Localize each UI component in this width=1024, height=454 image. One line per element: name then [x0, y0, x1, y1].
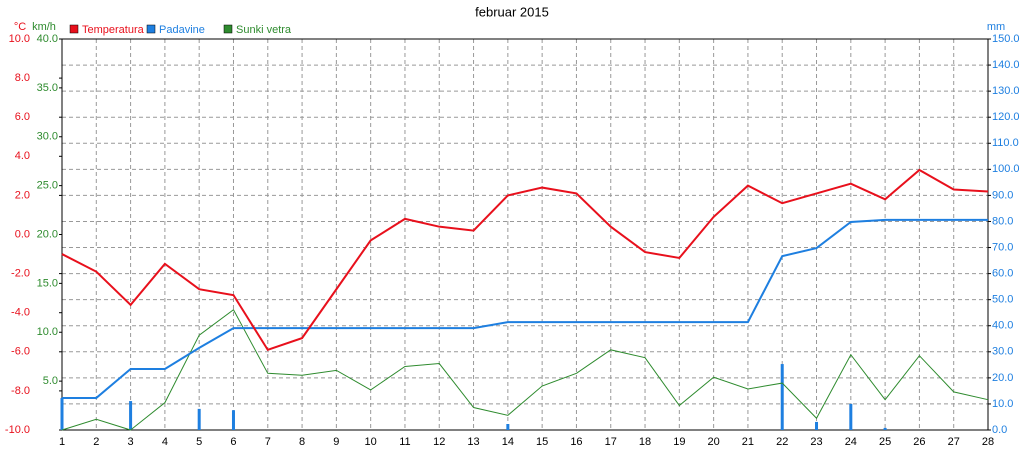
- y2-tick-label: 130.0: [992, 85, 1020, 97]
- legend-label: Sunki vetra: [236, 24, 292, 36]
- y2-tick-label: 90.0: [992, 189, 1013, 201]
- x-tick-label: 1: [59, 436, 65, 448]
- x-tick-label: 19: [673, 436, 685, 448]
- precip-bar: [129, 401, 133, 430]
- y-tick-label: 4.0: [15, 150, 30, 162]
- y3-tick-label: 5.0: [43, 375, 58, 387]
- x-tick-label: 2: [93, 436, 99, 448]
- y-tick-label: 10.0: [9, 33, 30, 45]
- y2-tick-label: 120.0: [992, 111, 1020, 123]
- y2-unit: mm: [987, 21, 1005, 33]
- y3-tick-label: 10.0: [37, 326, 58, 338]
- y2-tick-label: 100.0: [992, 163, 1020, 175]
- x-tick-label: 10: [365, 436, 377, 448]
- x-tick-label: 6: [230, 436, 236, 448]
- y3-tick-label: 15.0: [37, 277, 58, 289]
- x-tick-label: 5: [196, 436, 202, 448]
- precip-bar: [849, 403, 853, 430]
- y2-tick-label: 0.0: [992, 424, 1007, 436]
- y3-unit: km/h: [32, 21, 56, 33]
- y2-tick-label: 80.0: [992, 215, 1013, 227]
- y-tick-label: -10.0: [5, 424, 30, 436]
- x-tick-label: 24: [845, 436, 857, 448]
- legend-label: Padavine: [159, 24, 205, 36]
- x-tick-label: 4: [162, 436, 168, 448]
- y2-tick-label: 50.0: [992, 294, 1013, 306]
- precip-bar: [197, 408, 201, 430]
- y2-tick-label: 70.0: [992, 241, 1013, 253]
- legend-swatch: [146, 24, 156, 34]
- y-tick-label: -2.0: [11, 268, 30, 280]
- y-tick-label: -8.0: [11, 385, 30, 397]
- y2-tick-label: 20.0: [992, 372, 1013, 384]
- legend-swatch: [69, 24, 79, 34]
- y3-tick-label: 20.0: [37, 228, 58, 240]
- x-tick-label: 12: [433, 436, 445, 448]
- y-tick-label: 6.0: [15, 111, 30, 123]
- series-line: [61, 168, 989, 352]
- y2-tick-label: 40.0: [992, 320, 1013, 332]
- x-tick-label: 25: [879, 436, 891, 448]
- y2-tick-label: 140.0: [992, 59, 1020, 71]
- x-tick-label: 21: [742, 436, 754, 448]
- precip-bar: [815, 421, 819, 430]
- series-line: [61, 309, 989, 431]
- y-tick-label: 0.0: [15, 228, 30, 240]
- x-tick-label: 9: [333, 436, 339, 448]
- x-tick-label: 28: [982, 436, 994, 448]
- x-tick-label: 3: [128, 436, 134, 448]
- plot-frame: [61, 38, 989, 431]
- x-tick-label: 20: [708, 436, 720, 448]
- precip-bar: [231, 410, 235, 430]
- y-tick-label: -6.0: [11, 346, 30, 358]
- x-tick-label: 27: [948, 436, 960, 448]
- y3-tick-label: 30.0: [37, 131, 58, 143]
- legend-label: Temperatura: [82, 24, 145, 36]
- x-tick-label: 15: [536, 436, 548, 448]
- y2-tick-label: 150.0: [992, 33, 1020, 45]
- precip-bar: [60, 397, 64, 430]
- x-tick-label: 14: [502, 436, 514, 448]
- y2-tick-label: 60.0: [992, 268, 1013, 280]
- precip-bar: [883, 427, 887, 430]
- x-tick-label: 7: [265, 436, 271, 448]
- y2-tick-label: 110.0: [992, 137, 1019, 149]
- y2-tick-label: 30.0: [992, 346, 1013, 358]
- y-unit: °C: [14, 21, 26, 33]
- chart-title: februar 2015: [475, 4, 549, 19]
- y3-tick-label: 35.0: [37, 82, 58, 94]
- precip-bar: [780, 364, 784, 430]
- x-tick-label: 26: [913, 436, 925, 448]
- x-tick-label: 18: [639, 436, 651, 448]
- series-line: [62, 218, 988, 399]
- x-tick-label: 22: [776, 436, 788, 448]
- y2-tick-label: 10.0: [992, 398, 1013, 410]
- y3-tick-label: 40.0: [37, 33, 58, 45]
- x-tick-label: 8: [299, 436, 305, 448]
- x-tick-label: 13: [467, 436, 479, 448]
- y3-tick-label: 25.0: [37, 180, 58, 192]
- x-tick-label: 16: [570, 436, 582, 448]
- y-tick-label: -4.0: [11, 307, 30, 319]
- x-tick-label: 23: [810, 436, 822, 448]
- precip-bar: [506, 424, 510, 430]
- y-tick-label: 2.0: [15, 189, 30, 201]
- x-tick-label: 11: [399, 436, 410, 448]
- y-tick-label: 8.0: [15, 72, 30, 84]
- legend-swatch: [223, 24, 233, 34]
- x-tick-label: 17: [605, 436, 617, 448]
